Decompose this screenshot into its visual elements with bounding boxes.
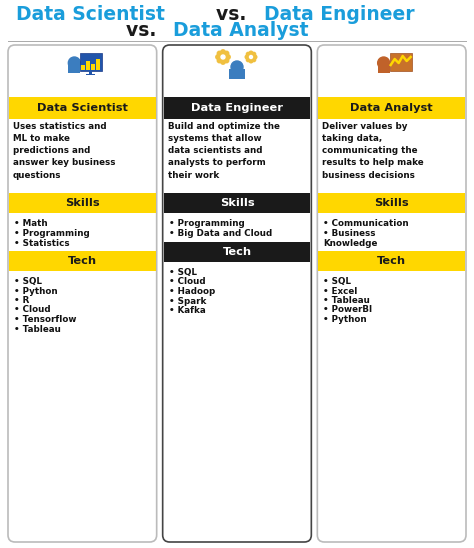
Text: Data Scientist: Data Scientist <box>37 103 128 113</box>
FancyBboxPatch shape <box>317 45 466 542</box>
Bar <box>164 193 310 213</box>
Text: • Spark: • Spark <box>169 296 206 305</box>
Circle shape <box>226 55 230 59</box>
Circle shape <box>224 58 229 62</box>
Text: Data Scientist: Data Scientist <box>16 5 171 25</box>
Circle shape <box>221 60 225 64</box>
Circle shape <box>378 57 390 69</box>
Text: • Cloud: • Cloud <box>14 305 51 315</box>
Text: • Python: • Python <box>14 287 58 295</box>
Text: • Cloud: • Cloud <box>169 277 205 287</box>
Bar <box>86 73 95 75</box>
Text: Tech: Tech <box>377 256 406 266</box>
Text: Data Analyst: Data Analyst <box>173 20 309 39</box>
Text: • Tensorflow: • Tensorflow <box>14 315 76 324</box>
Text: • Programming: • Programming <box>169 219 245 228</box>
Bar <box>319 193 465 213</box>
Bar <box>390 53 411 71</box>
Circle shape <box>253 55 257 59</box>
Bar <box>319 251 465 271</box>
Text: vs.: vs. <box>216 5 253 25</box>
Text: Skills: Skills <box>219 198 255 208</box>
Text: Skills: Skills <box>374 198 409 208</box>
FancyBboxPatch shape <box>8 45 157 542</box>
Bar <box>229 69 245 79</box>
Circle shape <box>252 58 255 61</box>
Circle shape <box>224 52 229 56</box>
Circle shape <box>249 51 253 55</box>
Circle shape <box>231 61 243 73</box>
Text: Tech: Tech <box>222 247 252 257</box>
Text: Tech: Tech <box>68 256 97 266</box>
Text: Data Engineer: Data Engineer <box>191 103 283 113</box>
Bar <box>164 242 310 262</box>
Bar <box>378 65 390 73</box>
Text: Skills: Skills <box>65 198 100 208</box>
Bar <box>68 65 80 73</box>
Text: • Hadoop: • Hadoop <box>169 287 215 296</box>
Bar <box>9 193 155 213</box>
Text: • Tableau: • Tableau <box>323 296 370 305</box>
Text: vs.: vs. <box>126 20 163 39</box>
Bar <box>319 97 465 119</box>
Text: • Big Data and Cloud: • Big Data and Cloud <box>169 229 272 238</box>
Circle shape <box>249 59 253 63</box>
Circle shape <box>219 53 227 61</box>
Text: Data Analyst: Data Analyst <box>350 103 433 113</box>
Text: Deliver values by
taking data,
communicating the
results to help make
business d: Deliver values by taking data, communica… <box>322 122 424 180</box>
Bar <box>80 53 102 71</box>
Bar <box>91 64 95 70</box>
Circle shape <box>221 50 225 54</box>
Text: • Excel: • Excel <box>323 287 358 295</box>
Bar <box>86 61 90 70</box>
Bar <box>9 251 155 271</box>
Text: • Business
Knowledge: • Business Knowledge <box>323 229 378 248</box>
Bar <box>96 59 100 70</box>
Circle shape <box>249 55 253 59</box>
Text: • Statistics: • Statistics <box>14 239 70 248</box>
Circle shape <box>248 54 254 60</box>
Text: • Kafka: • Kafka <box>169 306 205 315</box>
Text: Uses statistics and
ML to make
predictions and
answer key business
questions: Uses statistics and ML to make predictio… <box>13 122 116 180</box>
Text: • Communication: • Communication <box>323 219 409 228</box>
Text: • R: • R <box>14 296 29 305</box>
Circle shape <box>221 55 225 59</box>
Circle shape <box>217 52 222 56</box>
Circle shape <box>216 55 220 59</box>
Bar <box>89 71 92 74</box>
Text: • SQL: • SQL <box>14 277 42 286</box>
Text: Build and optimize the
systems that allow
data scientists and
analysts to perfor: Build and optimize the systems that allo… <box>168 122 280 180</box>
Circle shape <box>252 53 255 56</box>
Circle shape <box>245 55 249 59</box>
Text: • PowerBI: • PowerBI <box>323 305 373 315</box>
Text: • Tableau: • Tableau <box>14 324 61 334</box>
Text: • Python: • Python <box>323 315 367 324</box>
Text: • SQL: • SQL <box>323 277 351 286</box>
Circle shape <box>246 58 250 61</box>
FancyBboxPatch shape <box>163 45 311 542</box>
Text: • Programming: • Programming <box>14 229 90 238</box>
Text: Data Engineer: Data Engineer <box>264 5 414 25</box>
Text: • Math: • Math <box>14 219 47 228</box>
Bar <box>82 65 85 70</box>
Circle shape <box>217 58 222 62</box>
Circle shape <box>246 53 250 56</box>
Bar <box>164 97 310 119</box>
Circle shape <box>68 57 80 69</box>
Text: • SQL: • SQL <box>169 268 197 277</box>
Bar <box>9 97 155 119</box>
